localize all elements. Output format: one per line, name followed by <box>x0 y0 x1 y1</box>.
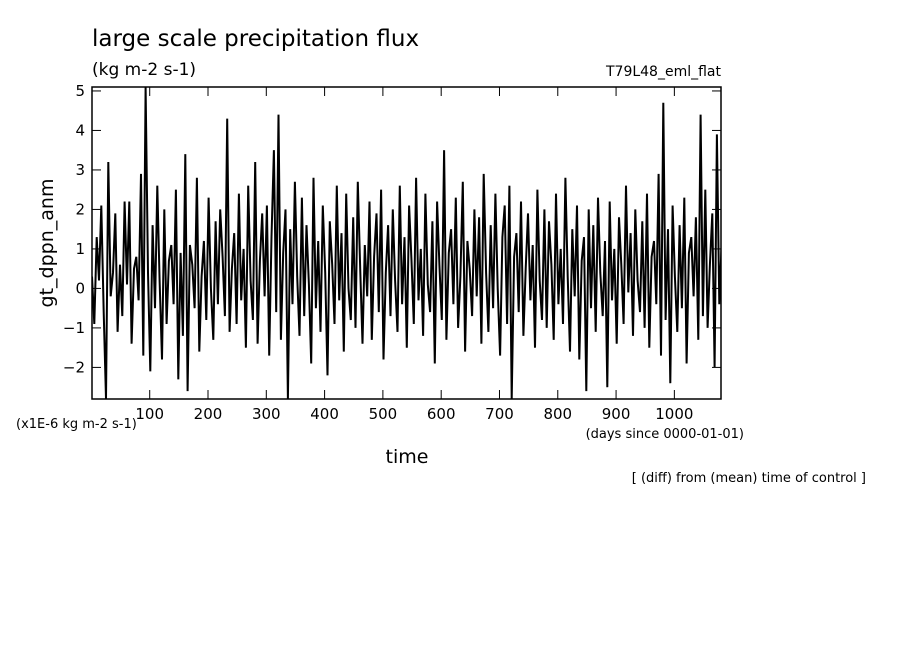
plot-frame <box>91 86 722 400</box>
x-units-note: (days since 0000-01-01) <box>586 427 744 442</box>
chart-title: large scale precipitation flux <box>92 26 419 52</box>
x-tick-label: 800 <box>543 405 572 423</box>
y-tick-label: −1 <box>63 319 85 337</box>
y-tick-label: 2 <box>75 200 85 218</box>
y-axis-title: gt_dppn_anm <box>36 179 58 308</box>
x-axis: 100 200 300 400 500 600 700 800 900 1000 <box>135 87 693 423</box>
x-tick-label: 400 <box>310 405 339 423</box>
x-tick-label: 200 <box>194 405 223 423</box>
chart-units: (kg m-2 s-1) <box>92 60 196 80</box>
x-axis-title: time <box>386 446 429 468</box>
x-tick-label: 100 <box>135 405 164 423</box>
x-tick-label: 500 <box>369 405 398 423</box>
x-tick-label: 900 <box>602 405 631 423</box>
x-tick-label: 300 <box>252 405 281 423</box>
y-tick-label: 5 <box>75 82 85 100</box>
y-tick-label: 0 <box>75 279 85 297</box>
footnote: [ (diff) from (mean) time of control ] <box>632 471 866 486</box>
series-line <box>92 87 721 399</box>
y-tick-label: 3 <box>75 161 85 179</box>
experiment-label: T79L48_eml_flat <box>605 64 722 80</box>
x-tick-label: 700 <box>485 405 514 423</box>
x-tick-label: 1000 <box>655 405 693 423</box>
y-scale-note: (x1E-6 kg m-2 s-1) <box>16 417 137 432</box>
y-tick-label: 4 <box>75 121 85 139</box>
y-tick-label: 1 <box>75 240 85 258</box>
y-tick-label: −2 <box>63 358 85 376</box>
x-tick-label: 600 <box>427 405 456 423</box>
